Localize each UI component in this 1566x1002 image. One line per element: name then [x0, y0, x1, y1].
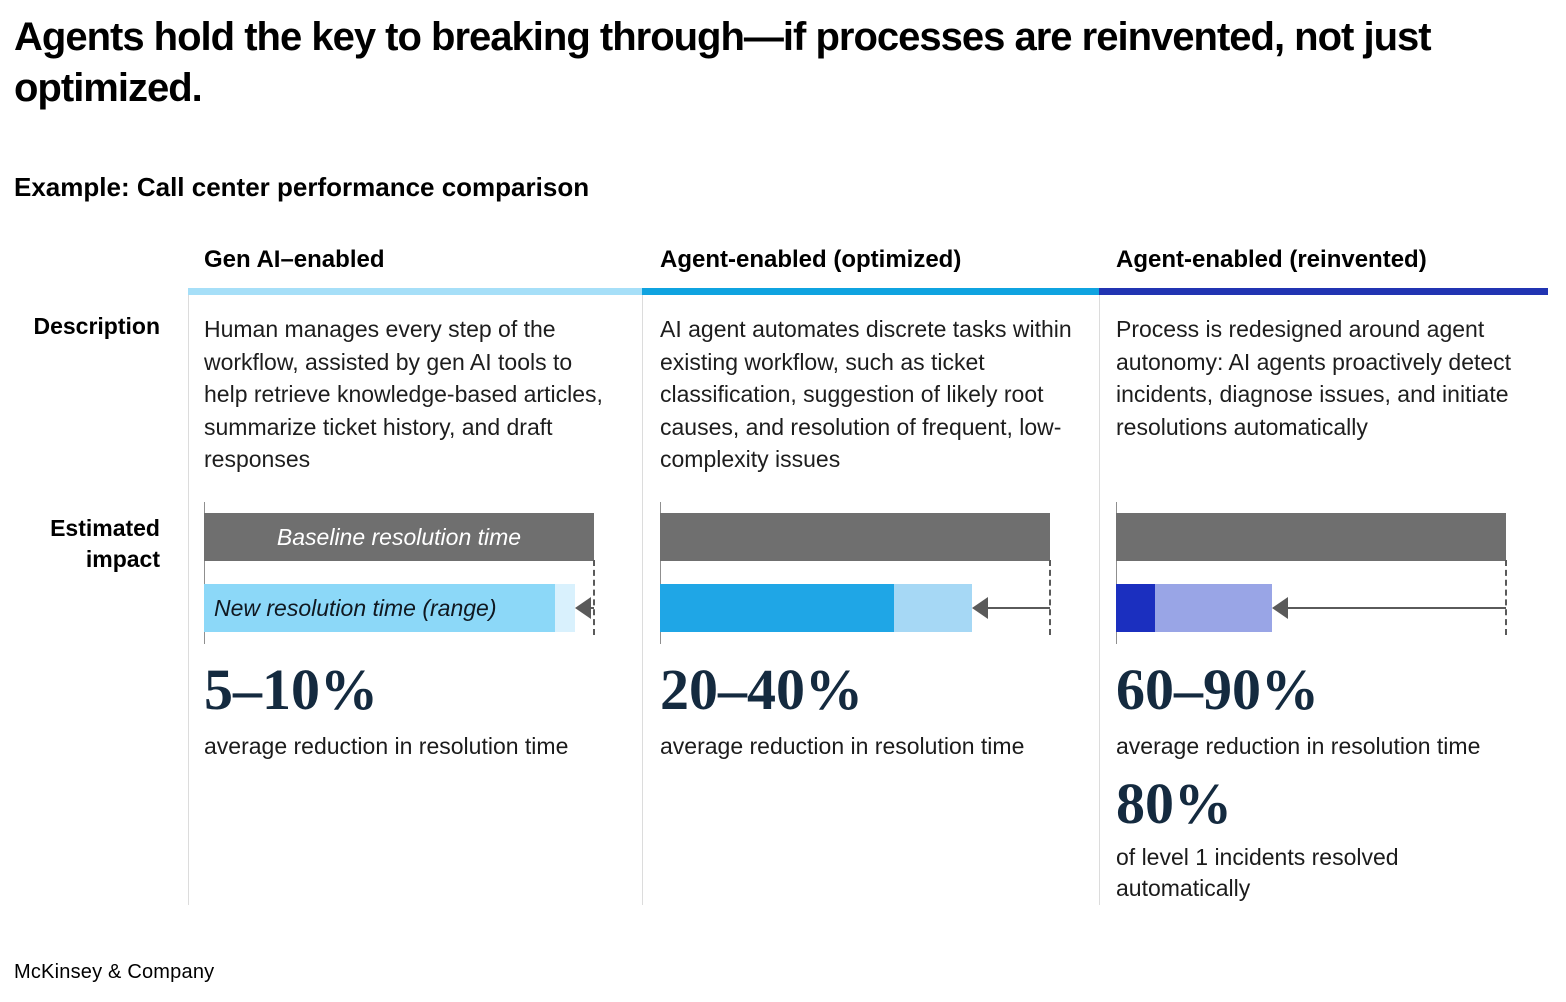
- baseline-reference-dashed-line: [593, 560, 595, 635]
- new-bar-range-segment: [1155, 584, 1272, 632]
- stat-value-gen-ai: 5–10%: [204, 657, 378, 722]
- column-header-agent-reinvented: Agent-enabled (reinvented): [1116, 246, 1427, 273]
- arrow-shaft: [988, 607, 1050, 609]
- baseline-bar: [660, 513, 1050, 561]
- impact-chart-agent-reinvented: [1116, 502, 1511, 644]
- mckinsey-logo: McKinsey & Company: [14, 961, 215, 983]
- stat-value-agent-optimized: 20–40%: [660, 657, 863, 722]
- new-resolution-bar: [204, 584, 575, 632]
- reduction-arrow: [972, 594, 1050, 622]
- new-bar-range-segment: [555, 584, 575, 632]
- column-header-gen-ai: Gen AI–enabled: [204, 246, 385, 273]
- description-agent-optimized: AI agent automates discrete tasks within…: [660, 316, 1072, 472]
- new-bar-label: New resolution time (range): [214, 595, 497, 621]
- reduction-arrow: [574, 594, 594, 622]
- baseline-reference-dashed-line: [1505, 560, 1507, 635]
- row-label-estimated-impact: Estimated impact: [50, 515, 160, 572]
- stat-caption-gen-ai: average reduction in resolution time: [204, 733, 569, 759]
- stat2-caption-agent-reinvented: of level 1 incidents resolved automatica…: [1116, 844, 1399, 901]
- chart-axis: [204, 502, 205, 644]
- column-divider: [642, 295, 643, 905]
- new-bar-range-segment: [894, 584, 972, 632]
- column-header-agent-optimized: Agent-enabled (optimized): [660, 246, 962, 273]
- accent-underline-gen-ai: [188, 288, 642, 295]
- arrow-left-icon: [574, 597, 591, 619]
- accent-underline-agent-optimized: [642, 288, 1099, 295]
- arrow-shaft: [1288, 607, 1506, 609]
- reduction-arrow: [1272, 594, 1506, 622]
- new-bar-solid-segment: [660, 584, 894, 632]
- arrow-left-icon: [1272, 597, 1288, 619]
- arrow-left-icon: [972, 597, 988, 619]
- stat-value-agent-reinvented: 60–90%: [1116, 657, 1319, 722]
- description-gen-ai: Human manages every step of the workflow…: [204, 316, 603, 472]
- page-title: Agents hold the key to breaking through—…: [14, 15, 1432, 110]
- row-label-description: Description: [33, 313, 160, 339]
- new-resolution-bar: [660, 584, 972, 632]
- new-bar-solid-segment: [1116, 584, 1155, 632]
- impact-chart-agent-optimized: [660, 502, 1055, 644]
- exhibit-subtitle: Example: Call center performance compari…: [14, 172, 590, 202]
- column-divider: [1099, 295, 1100, 905]
- chart-axis: [1116, 502, 1117, 644]
- column-divider: [188, 295, 189, 905]
- impact-chart-gen-ai: Baseline resolution time New resolution …: [204, 502, 599, 644]
- baseline-bar: [1116, 513, 1506, 561]
- new-resolution-bar: [1116, 584, 1272, 632]
- baseline-bar-label: Baseline resolution time: [276, 523, 522, 550]
- stat-caption-agent-optimized: average reduction in resolution time: [660, 733, 1025, 759]
- arrow-shaft: [590, 607, 594, 609]
- baseline-bar: Baseline resolution time: [204, 513, 594, 561]
- chart-axis: [660, 502, 661, 644]
- description-agent-reinvented: Process is redesigned around agent auton…: [1116, 316, 1512, 440]
- new-bar-solid-segment: [204, 584, 555, 632]
- accent-underline-agent-reinvented: [1099, 288, 1548, 295]
- baseline-reference-dashed-line: [1049, 560, 1051, 635]
- stat2-value-agent-reinvented: 80%: [1116, 771, 1232, 836]
- stat-caption-agent-reinvented: average reduction in resolution time: [1116, 733, 1481, 759]
